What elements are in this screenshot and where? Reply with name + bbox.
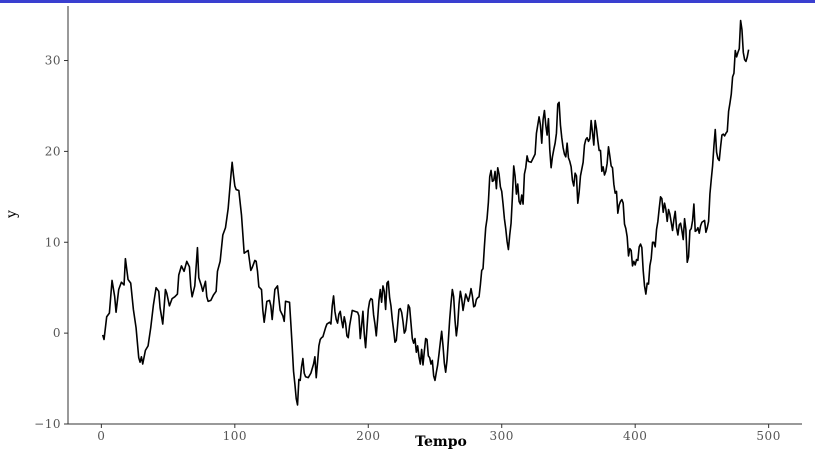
y-axis-ticks: −10 0 10 20 30 (34, 54, 68, 431)
x-axis-title: Tempo (415, 434, 467, 450)
y-tick-label: 0 (53, 326, 61, 340)
y-tick-label: 30 (45, 54, 61, 68)
x-tick-label: 100 (223, 429, 247, 443)
x-tick-label: 0 (97, 429, 105, 443)
x-tick-label: 300 (490, 429, 514, 443)
x-tick-label: 500 (756, 429, 780, 443)
x-tick-label: 200 (356, 429, 380, 443)
axes (67, 6, 802, 425)
series-line (101, 19, 750, 406)
x-tick-label: 400 (623, 429, 647, 443)
y-tick-label: 10 (45, 235, 61, 249)
y-tick-label: −10 (34, 417, 61, 431)
y-tick-label: 20 (45, 144, 61, 158)
y-axis-title: y (4, 210, 20, 219)
top-accent-bar (0, 0, 815, 3)
x-axis-ticks: 0 100 200 300 400 500 (97, 424, 780, 443)
